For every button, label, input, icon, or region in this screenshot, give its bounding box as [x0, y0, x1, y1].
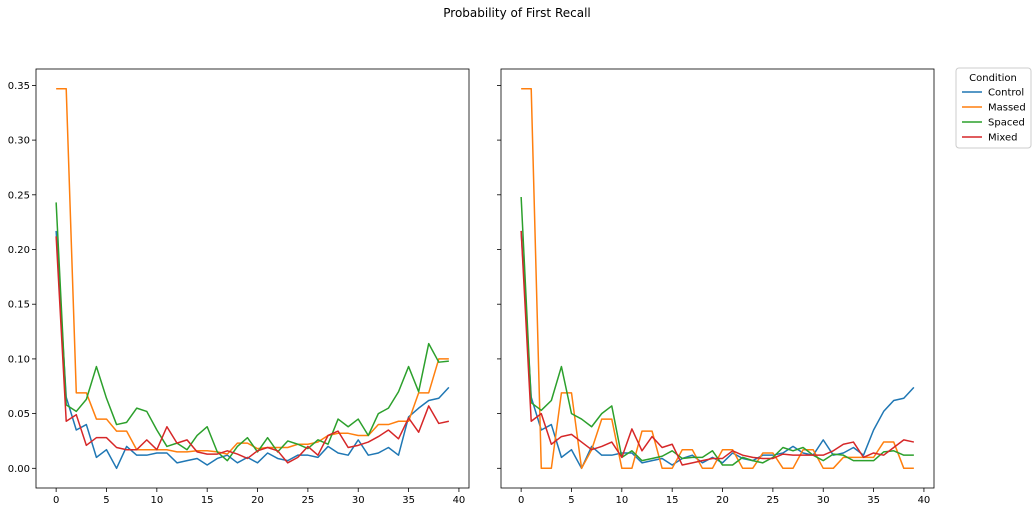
x-tick-label: 30: [817, 495, 830, 506]
figure-title: Probability of First Recall: [443, 6, 591, 20]
x-tick-label: 5: [103, 495, 109, 506]
x-tick-label: 0: [53, 495, 59, 506]
axes-frame: [500, 68, 935, 489]
x-tick-label: 0: [518, 495, 524, 506]
x-tick-label: 25: [767, 495, 780, 506]
right-subplot: 0 5 10 15 20 25 30 35 40: [497, 68, 935, 506]
x-tick-label: 20: [716, 495, 729, 506]
y-tick-label: 0.05: [8, 409, 30, 420]
y-tick-label: 0.35: [8, 81, 30, 92]
legend-label-control: Control: [988, 88, 1024, 99]
x-tick-label: 40: [453, 495, 466, 506]
y-tick-label: 0.25: [8, 190, 30, 201]
x-tick-label: 10: [150, 495, 163, 506]
series-line-control: [55, 230, 450, 470]
series-line-mixed: [55, 236, 450, 464]
legend-label-mixed: Mixed: [988, 133, 1018, 144]
x-tick-label: 40: [918, 495, 931, 506]
y-tick-label: 0.20: [8, 245, 30, 256]
legend: Condition Control Massed Spaced Mixed: [955, 67, 1032, 149]
x-tick-label: 15: [201, 495, 214, 506]
x-tick-label: 10: [615, 495, 628, 506]
x-tick-label: 15: [666, 495, 679, 506]
axes-frame: [35, 68, 470, 489]
left-subplot: 0 5 10 15 20 25 30 35 40 0.00 0.05 0.10 0.15 0.20 0.25…: [8, 68, 470, 506]
x-tick-label: 30: [352, 495, 365, 506]
legend-frame: [955, 67, 1032, 149]
x-tick-label: 35: [402, 495, 415, 506]
y-tick-label: 0.00: [8, 464, 30, 475]
legend-label-massed: Massed: [988, 103, 1026, 114]
y-tick-label: 0.10: [8, 354, 30, 365]
x-tick-label: 5: [568, 495, 574, 506]
series-line-spaced: [55, 202, 449, 462]
legend-label-spaced: Spaced: [988, 118, 1025, 129]
x-tick-label: 20: [251, 495, 264, 506]
legend-title: Condition: [969, 73, 1017, 84]
y-tick-label: 0.30: [8, 136, 30, 147]
x-tick-label: 25: [302, 495, 315, 506]
x-tick-label: 35: [867, 495, 880, 506]
series-line-mixed: [520, 230, 915, 466]
y-tick-label: 0.15: [8, 300, 30, 311]
